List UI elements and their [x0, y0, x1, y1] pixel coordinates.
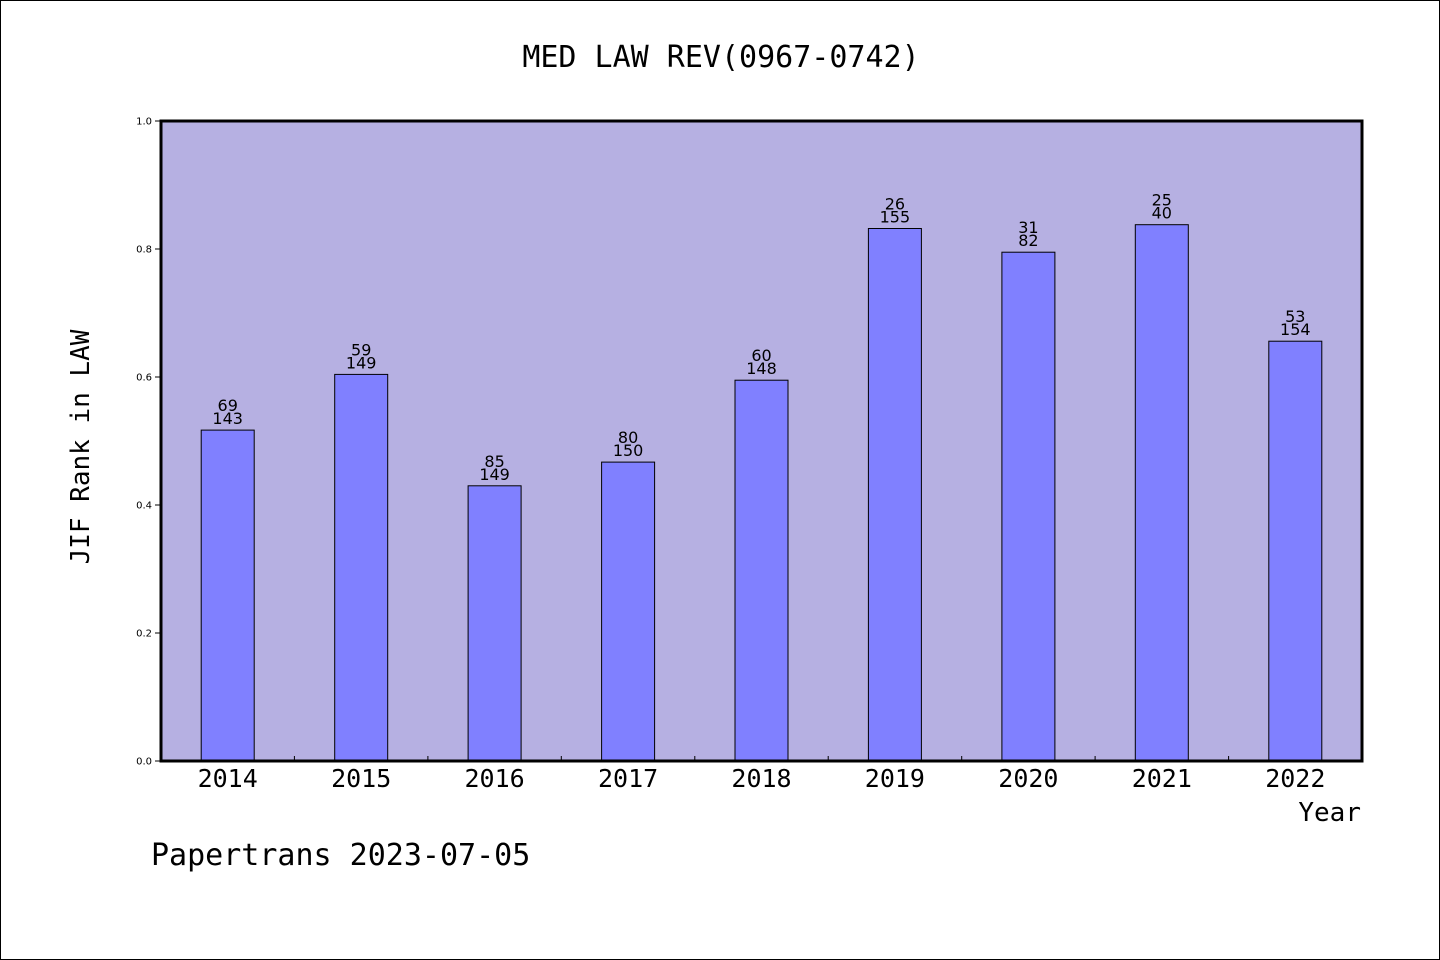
footer-note: Papertrans 2023-07-05 [151, 838, 530, 873]
y-tick-label-0.2: 0.2 [136, 629, 152, 640]
data-label-total-2019: 155 [880, 208, 911, 227]
x-tick-label-2016: 2016 [464, 764, 524, 793]
data-label-rank-2020: 31 [1018, 218, 1038, 237]
x-tick-label-2020: 2020 [998, 764, 1058, 793]
data-label-rank-2021: 25 [1152, 191, 1172, 210]
data-label-rank-2015: 59 [351, 340, 371, 359]
y-tick-label-0.8: 0.8 [136, 245, 152, 256]
bar-2014 [200, 429, 255, 762]
data-label-total-2015: 149 [346, 353, 377, 372]
x-tick-label-2021: 2021 [1132, 764, 1192, 793]
y-tick-label-0.0: 0.0 [136, 757, 152, 768]
data-label-total-2022: 154 [1280, 320, 1311, 339]
y-axis-label: JIF Rank in LAW [66, 329, 96, 564]
x-tick-label-2014: 2014 [198, 764, 258, 793]
plot-frame [159, 119, 1364, 763]
bars-group [200, 224, 1323, 762]
x-tick-label-2018: 2018 [731, 764, 791, 793]
data-label-rank-2017: 80 [618, 428, 638, 447]
bar-2022 [1268, 340, 1323, 762]
x-tick-label-2019: 2019 [865, 764, 925, 793]
x-axis-label: Year [1298, 798, 1361, 828]
data-label-rank-2019: 26 [885, 195, 905, 214]
data-label-rank-2014: 69 [218, 396, 238, 415]
bar-2018 [734, 379, 789, 762]
bar-2021 [1134, 224, 1189, 762]
data-label-total-2021: 40 [1152, 204, 1172, 223]
bar-2017 [601, 461, 656, 762]
x-tick-label-2022: 2022 [1265, 764, 1325, 793]
data-labels-group: 6914359149851498015060148261553182254053… [212, 191, 1310, 484]
x-tick-label-2017: 2017 [598, 764, 658, 793]
data-label-total-2016: 149 [479, 465, 510, 484]
data-label-total-2017: 150 [613, 441, 644, 460]
data-label-rank-2018: 60 [751, 346, 771, 365]
data-label-rank-2016: 85 [484, 452, 504, 471]
y-tick-label-1.0: 1.0 [136, 117, 152, 128]
data-label-rank-2022: 53 [1285, 307, 1305, 326]
x-tick-label-2015: 2015 [331, 764, 391, 793]
data-label-total-2020: 82 [1018, 231, 1038, 250]
bar-2015 [334, 373, 389, 762]
bar-2019 [867, 228, 922, 762]
y-tick-label-0.4: 0.4 [136, 501, 152, 512]
data-label-total-2014: 143 [212, 409, 243, 428]
data-label-total-2018: 148 [746, 359, 777, 378]
chart-title: MED LAW REV(0967-0742) [522, 40, 919, 75]
bar-2020 [1001, 251, 1056, 762]
y-tick-label-0.6: 0.6 [136, 373, 152, 384]
ticks-group: 2014 2015 2016 2017 2018 2019 2020 2021 2022 0.0 0… [136, 117, 1325, 794]
bar-2016 [467, 485, 522, 762]
